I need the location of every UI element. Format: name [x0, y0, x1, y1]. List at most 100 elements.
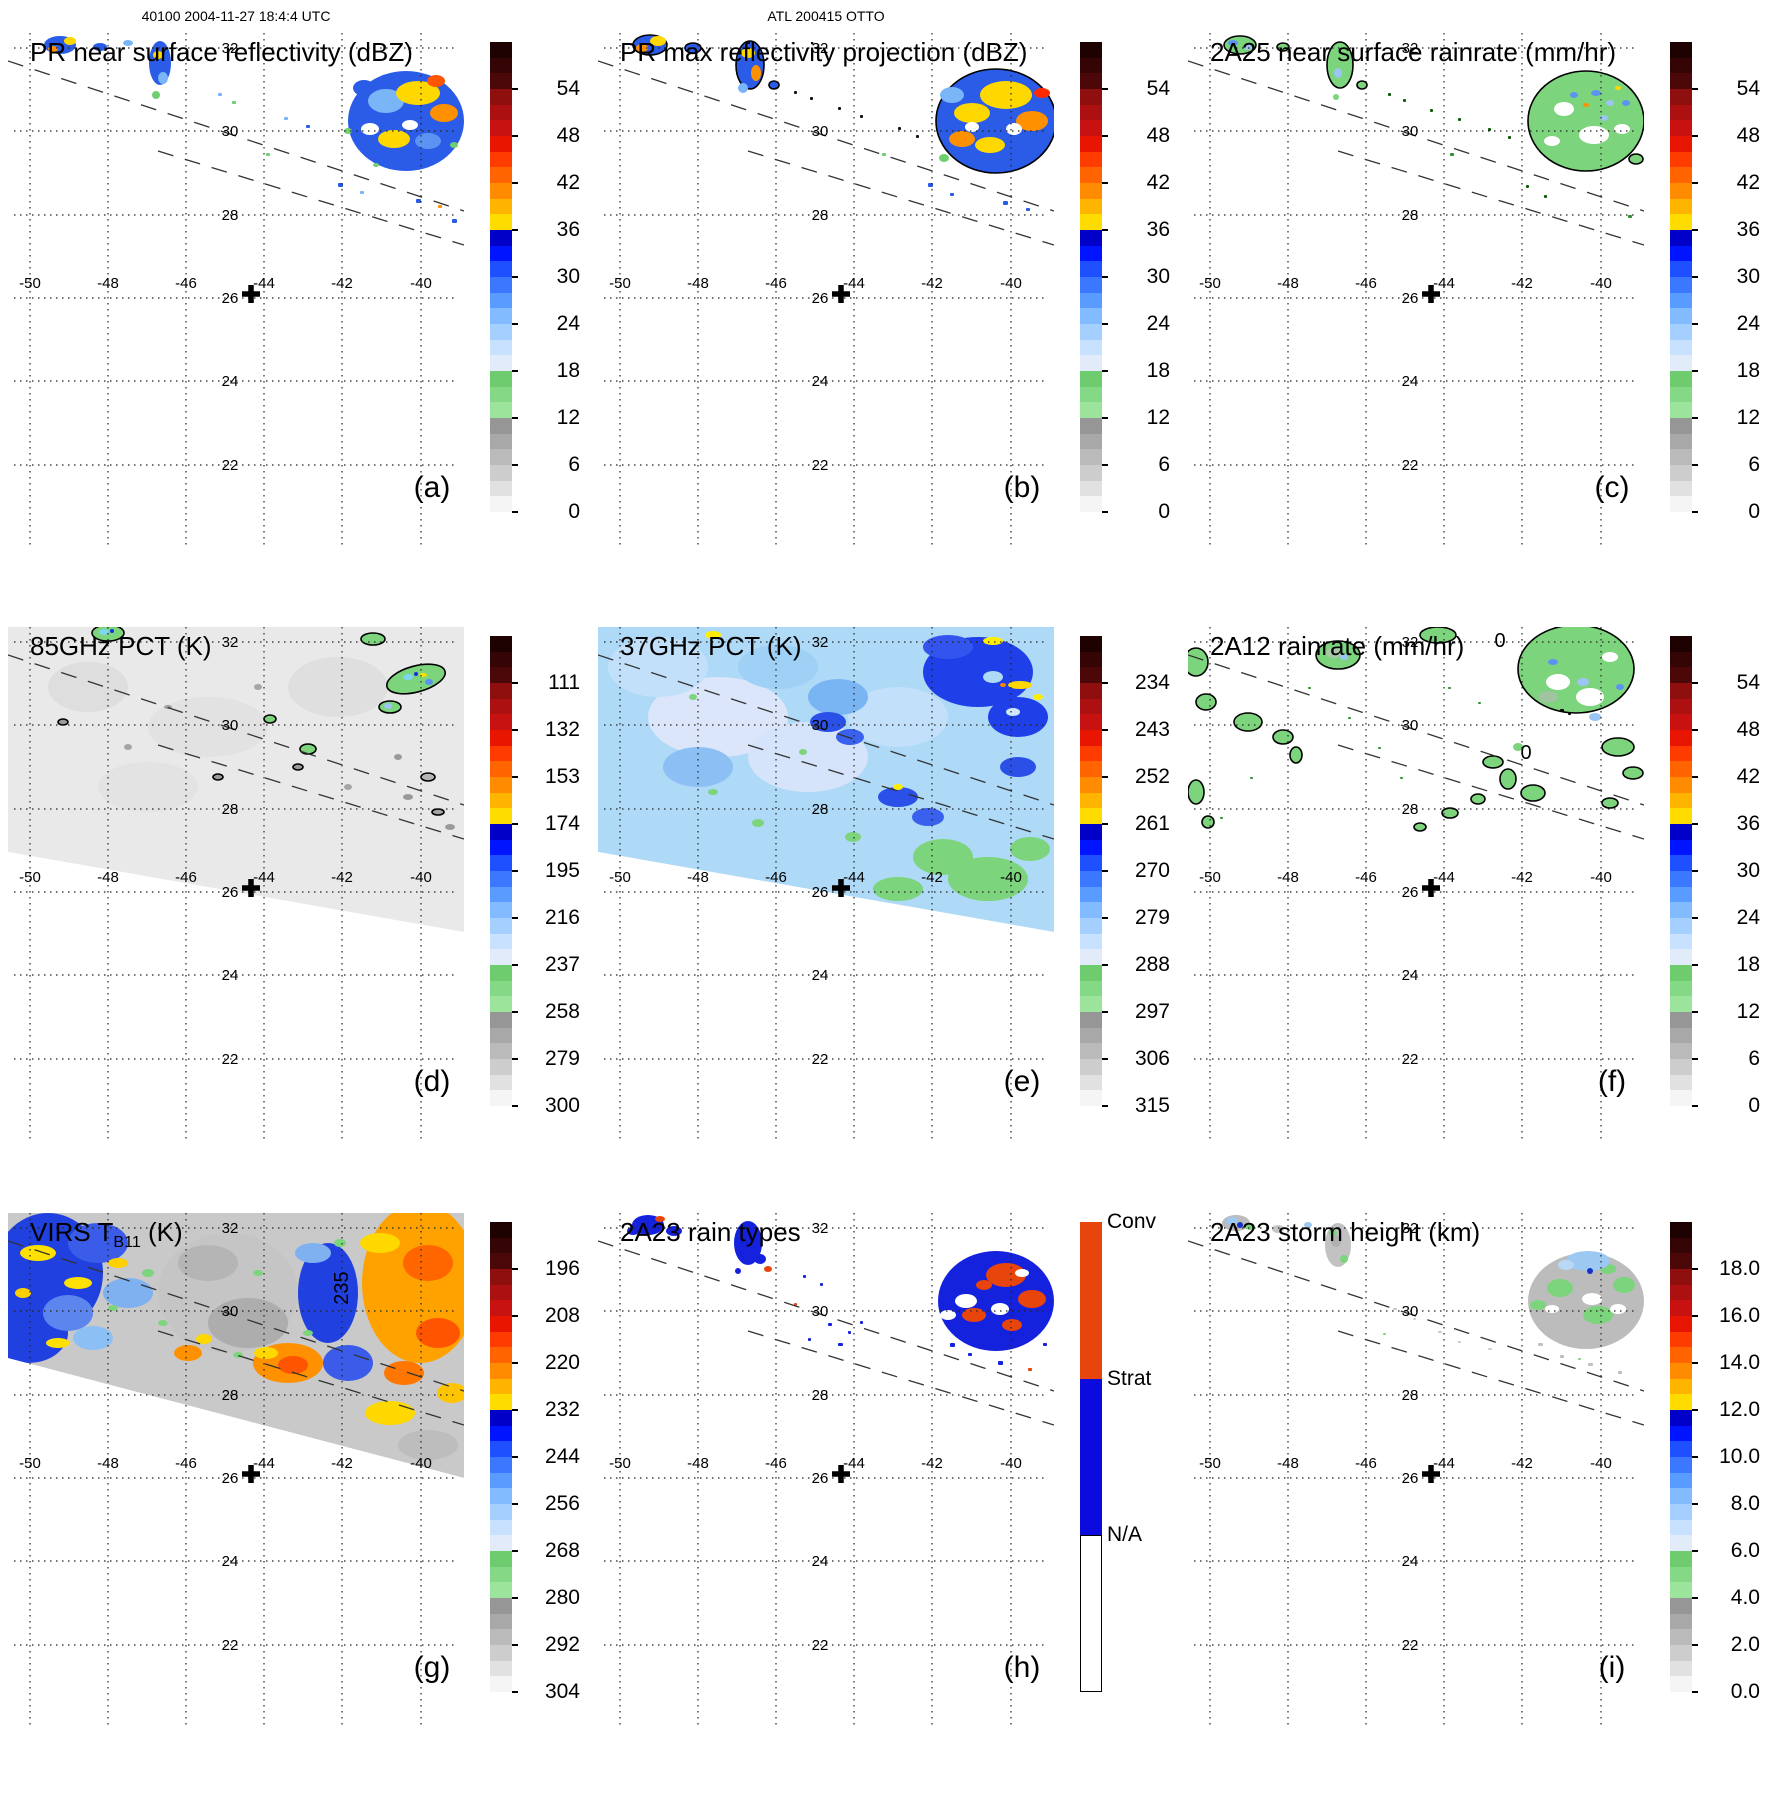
colorbar-segment: [1080, 230, 1102, 247]
colorbar-tick: [512, 682, 518, 684]
lat-tick-label: 24: [812, 373, 829, 390]
panel-b-map: -50 -48 -46 -44 -42 -40 32 30 28 26 24 22: [598, 33, 1054, 545]
data-blob: [983, 671, 1003, 683]
panel-f-title: 2A12 rainrate (mm/hr): [1210, 631, 1465, 661]
colorbar-segment: [490, 371, 512, 388]
data-blob: [1419, 627, 1457, 644]
colorbar-segment: [1670, 355, 1692, 372]
colorbar-segment: [1080, 42, 1102, 59]
lon-tick-label: -44: [843, 275, 865, 292]
data-speck: [1438, 1331, 1442, 1333]
colorbar-segment: [1080, 292, 1102, 309]
colorbar-tick: [1692, 1550, 1698, 1552]
colorbar-segment: [1670, 886, 1692, 903]
colorbar-segment: [490, 198, 512, 215]
colorbar-segment: [490, 714, 512, 731]
data-blob: [1289, 746, 1303, 764]
colorbar-category-label: Strat: [1107, 1366, 1152, 1390]
data-speck: [452, 219, 457, 223]
data-blob: [278, 1356, 308, 1374]
colorbar-tick: [1692, 1011, 1698, 1013]
colorbar-segment: [1670, 1535, 1692, 1552]
swath-edge-lines: [1188, 654, 1644, 840]
lat-tick-label: 32: [812, 40, 829, 57]
data-blob: [124, 744, 132, 750]
colorbar-tick-label: 12: [1736, 406, 1760, 429]
colorbar-tick: [1692, 917, 1698, 919]
colorbar-tick-label: 0: [1748, 500, 1760, 523]
colorbar-tick: [512, 1550, 518, 1552]
lon-tick-label: -44: [253, 1455, 275, 1472]
data-blob: [949, 131, 975, 147]
colorbar-segment: [1670, 214, 1692, 231]
data-blob: [1622, 766, 1644, 780]
data-blob: [965, 122, 979, 132]
data-blob: [1018, 1290, 1046, 1308]
panel-i-colorbar: 18.0 16.0 14.0 12.0 10.0 8.0 6.0 4.0 2.0 0.0: [1670, 1222, 1770, 1703]
colorbar-tick-label: 280: [544, 1586, 580, 1609]
data-blob: [420, 772, 436, 782]
graticule: [1194, 1213, 1638, 1725]
data-speck: [416, 199, 421, 203]
graticule: [14, 627, 458, 1139]
data-blob: [396, 81, 440, 105]
contour-label: 0: [1520, 742, 1531, 764]
graticule: [604, 1213, 1048, 1725]
data-blob: [708, 789, 718, 795]
lon-tick-label: -40: [410, 275, 432, 292]
colorbar-segment: [1670, 980, 1692, 997]
panel-c-letter: (c): [1594, 471, 1630, 504]
lon-tick-label: -46: [175, 869, 197, 886]
panel-d-map: -50 -48 -46 -44 -42 -40 32 30 28 26 24 22: [8, 627, 464, 1139]
data-blob: [1326, 648, 1342, 658]
colorbar-segment: [1080, 980, 1102, 997]
data-blob: [975, 137, 1005, 153]
data-blob: [1333, 94, 1339, 100]
lon-tick-label: -40: [1000, 869, 1022, 886]
colorbar-segment: [1670, 57, 1692, 74]
colorbar-tick: [1692, 1409, 1698, 1411]
colorbar-segment: [1670, 1425, 1692, 1442]
colorbar-segment: [1670, 1488, 1692, 1505]
storm-center-cross: [1422, 879, 1440, 897]
swath-region: [598, 627, 1054, 932]
colorbar-segment: [490, 292, 512, 309]
lon-tick-label: -48: [1277, 869, 1299, 886]
data-blob: [1600, 115, 1608, 121]
colorbar-segment: [1080, 698, 1102, 715]
data-speck: [1628, 215, 1632, 218]
lat-tick-label: 28: [1402, 801, 1419, 818]
colorbar-segment: [1670, 449, 1692, 466]
data-blob: [353, 80, 375, 96]
lon-tick-label: -42: [331, 869, 353, 886]
colorbar-tick-label: 306: [1134, 1047, 1170, 1070]
data-speck: [820, 1283, 823, 1286]
lat-tick-label: 28: [222, 207, 239, 224]
data-blob: [940, 87, 964, 103]
colorbar-tick: [512, 1597, 518, 1599]
colorbar-segment: [1080, 824, 1102, 841]
lon-tick-label: -46: [1355, 1455, 1377, 1472]
colorbar-segment: [1080, 1059, 1102, 1076]
colorbar-segment: [1080, 1090, 1102, 1107]
colorbar-segment: [490, 418, 512, 435]
colorbar-segment: [490, 1300, 512, 1317]
panel-a-letter: (a): [413, 471, 451, 504]
data-speck: [950, 1343, 955, 1347]
lat-tick-label: 28: [812, 207, 829, 224]
colorbar-tick-label: 42: [1146, 171, 1170, 194]
data-blob: [735, 1268, 741, 1274]
panel-b-letter: (b): [1003, 471, 1041, 504]
colorbar-segment: [1080, 1378, 1102, 1536]
data-blob: [845, 832, 861, 842]
colorbar-tick-label: 24: [556, 312, 580, 335]
colorbar-tick: [1102, 370, 1108, 372]
colorbar-segment: [490, 761, 512, 778]
lon-tick-label: -44: [1433, 869, 1455, 886]
colorbar-segment: [1670, 1598, 1692, 1615]
lon-tick-label: -42: [921, 869, 943, 886]
lat-tick-label: 28: [812, 1387, 829, 1404]
colorbar-strip: [1670, 636, 1692, 1107]
panel-i: -50 -48 -46 -44 -42 -40 32 30 28 26 24 22 2A23 stor…: [1188, 1213, 1771, 1798]
data-blob: [437, 1383, 464, 1403]
